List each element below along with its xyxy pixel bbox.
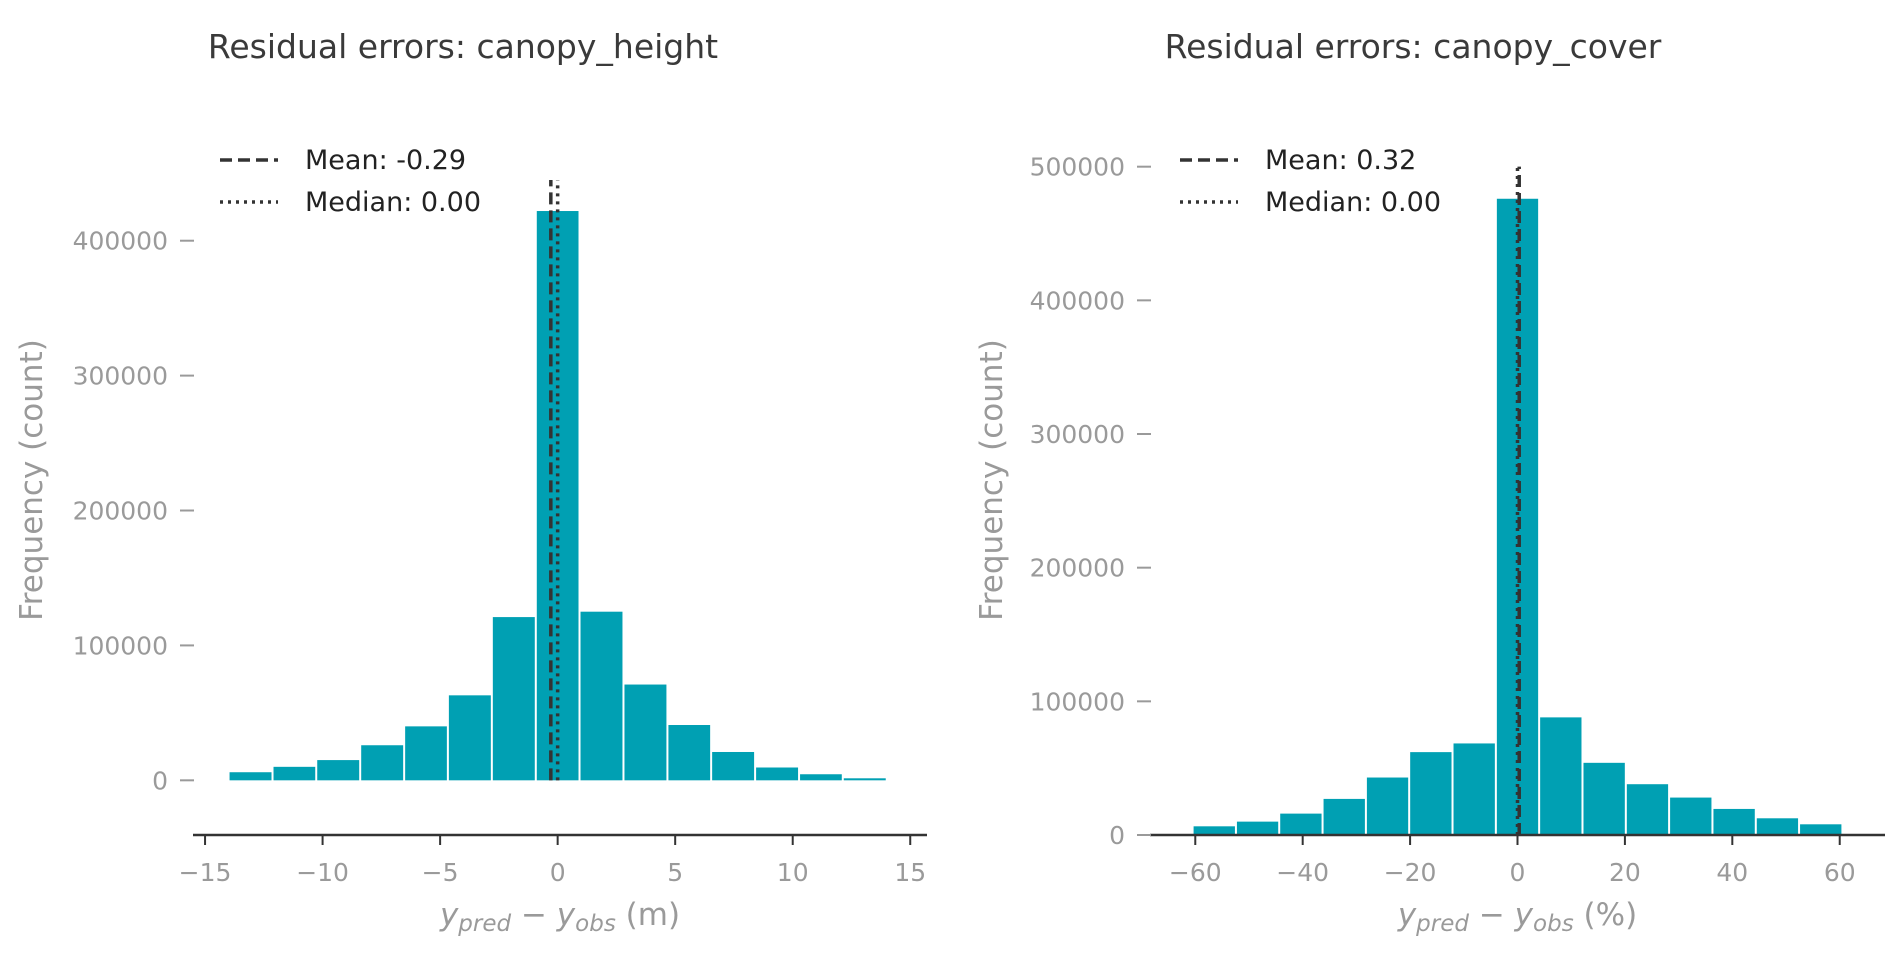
y-tick-label: 0 bbox=[1109, 821, 1125, 850]
x-axis-label-part: − bbox=[511, 897, 557, 933]
x-axis-label-part: pred bbox=[457, 911, 511, 937]
histogram-bar bbox=[800, 774, 842, 781]
histogram-bar bbox=[624, 684, 667, 781]
x-tick-label: −5 bbox=[422, 858, 459, 887]
y-tick-label: 100000 bbox=[1030, 687, 1125, 716]
histogram-bar bbox=[361, 745, 404, 781]
histogram-bar bbox=[1323, 798, 1365, 835]
y-tick-label: 200000 bbox=[73, 497, 168, 526]
histogram-bar bbox=[1626, 784, 1669, 835]
histogram-bar bbox=[1236, 821, 1279, 835]
x-axis-label: ypred − yobs (m) bbox=[439, 897, 680, 937]
x-tick-label: 10 bbox=[777, 858, 809, 887]
legend-label: Median: 0.00 bbox=[305, 187, 481, 218]
histogram-bar bbox=[1410, 752, 1452, 835]
x-tick-label: 0 bbox=[550, 858, 566, 887]
histogram-bar bbox=[448, 695, 491, 781]
x-axis-label-part: y bbox=[1397, 897, 1417, 933]
y-tick-label: 500000 bbox=[1030, 153, 1125, 182]
x-axis-label-part: pred bbox=[1415, 911, 1469, 937]
histogram-bar bbox=[1756, 818, 1799, 835]
histogram-bars bbox=[229, 211, 886, 781]
y-tick-label: 0 bbox=[152, 766, 168, 795]
x-tick-label: 60 bbox=[1824, 858, 1856, 887]
histogram-bar bbox=[668, 725, 711, 781]
y-axis-label: Frequency (count) bbox=[14, 339, 50, 621]
x-axis-label-part: − bbox=[1469, 897, 1515, 933]
histogram-bar bbox=[580, 611, 623, 781]
stat-lines bbox=[1515, 166, 1521, 835]
histogram-bar bbox=[1280, 813, 1322, 835]
histogram-bar bbox=[536, 211, 579, 781]
histogram-bar bbox=[492, 617, 535, 781]
legend-label: Mean: -0.29 bbox=[305, 145, 466, 176]
legend-label: Mean: 0.32 bbox=[1265, 145, 1416, 176]
y-tick-label: 300000 bbox=[1030, 420, 1125, 449]
axes: −15 −10 −5 0 5 10 15 0 100000 200000 300000 400000 bbox=[73, 227, 927, 887]
x-axis-label-part: y bbox=[556, 897, 576, 933]
chart-canopy-cover: Residual errors: canopy_cover −60 −40 −20 0… bbox=[974, 27, 1885, 937]
histogram-bar bbox=[229, 772, 272, 781]
x-tick-label: −60 bbox=[1169, 858, 1222, 887]
x-tick-label: 40 bbox=[1716, 858, 1748, 887]
histogram-bar bbox=[1583, 762, 1625, 835]
x-tick-label: −20 bbox=[1384, 858, 1437, 887]
legend: Mean: 0.32 Median: 0.00 bbox=[1180, 145, 1441, 218]
y-tick-label: 400000 bbox=[73, 227, 168, 256]
x-axis-label: ypred − yobs (%) bbox=[1397, 897, 1637, 937]
x-axis-label-part: obs bbox=[1533, 911, 1574, 937]
x-axis-label-part: y bbox=[1514, 897, 1534, 933]
x-axis-label-part: y bbox=[439, 897, 459, 933]
x-axis-label-part: (m) bbox=[616, 897, 680, 933]
histogram-bar bbox=[1800, 824, 1842, 835]
x-tick-label: −15 bbox=[179, 858, 232, 887]
legend: Mean: -0.29 Median: 0.00 bbox=[220, 145, 481, 218]
stat-lines bbox=[549, 180, 560, 781]
x-tick-label: −10 bbox=[296, 858, 349, 887]
y-tick-label: 100000 bbox=[73, 631, 168, 660]
x-tick-label: 20 bbox=[1609, 858, 1641, 887]
y-tick-label: 200000 bbox=[1030, 554, 1125, 583]
x-tick-label: 5 bbox=[667, 858, 683, 887]
histogram-bar bbox=[1713, 808, 1755, 835]
x-tick-label: −40 bbox=[1276, 858, 1329, 887]
y-axis-label: Frequency (count) bbox=[974, 339, 1010, 621]
y-tick-label: 400000 bbox=[1030, 286, 1125, 315]
histogram-bar bbox=[273, 766, 316, 781]
histogram-bar bbox=[317, 760, 360, 781]
chart-canopy-height: Residual errors: canopy_height −15 −10 −5 0… bbox=[14, 27, 927, 937]
histogram-bar bbox=[1366, 777, 1409, 835]
chart-title: Residual errors: canopy_cover bbox=[1165, 27, 1662, 66]
x-axis-label-part: (%) bbox=[1574, 897, 1638, 933]
histogram-bar bbox=[1540, 717, 1582, 835]
chart-title: Residual errors: canopy_height bbox=[208, 27, 718, 66]
legend-label: Median: 0.00 bbox=[1265, 187, 1441, 218]
x-tick-label: 0 bbox=[1510, 858, 1526, 887]
histogram-bar bbox=[1193, 826, 1235, 835]
y-tick-label: 300000 bbox=[73, 362, 168, 391]
histogram-bar bbox=[1670, 797, 1712, 835]
axes: −60 −40 −20 0 20 40 60 0 100000 200000 300000 40000… bbox=[1030, 153, 1885, 887]
x-axis-label-part: obs bbox=[575, 911, 616, 937]
histogram-bar bbox=[1453, 743, 1495, 835]
histogram-bar bbox=[712, 751, 755, 781]
histogram-bar bbox=[756, 767, 799, 781]
histogram-bar bbox=[405, 726, 447, 781]
histogram-bar bbox=[843, 778, 886, 781]
x-tick-label: 15 bbox=[894, 858, 926, 887]
